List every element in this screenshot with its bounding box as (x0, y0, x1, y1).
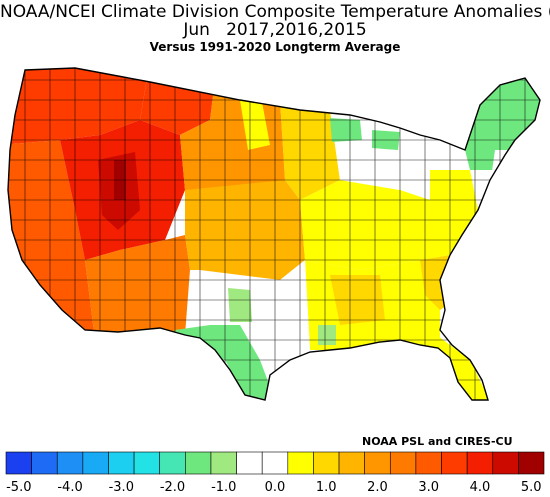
scale-box (56, 451, 84, 475)
region-ohio-valley (300, 180, 430, 270)
scale-box (133, 451, 161, 475)
scale-tick-label: 5.0 (521, 480, 542, 495)
region-louisiana-green (318, 325, 336, 345)
scale-tick-label: -3.0 (109, 480, 134, 495)
scale-box (261, 451, 289, 475)
map-period: Jun 2017,2016,2015 (183, 20, 367, 40)
credit-label: NOAA PSL and CIRES-CU (362, 435, 513, 448)
scale-box (82, 451, 109, 475)
scale-box (313, 451, 340, 475)
region-mid-atlantic-yellow (420, 170, 478, 260)
scale-tick-label: 1.0 (316, 480, 337, 495)
scale-box (210, 451, 237, 475)
scale-tick-label: 2.0 (367, 480, 388, 495)
region-michigan-green (330, 118, 362, 142)
scale-box (185, 451, 212, 475)
scale-box (338, 451, 365, 475)
region-central-plains (185, 180, 305, 280)
region-midwest-yellow (240, 100, 270, 150)
scale-box (364, 451, 391, 475)
scale-box (441, 451, 468, 475)
scale-tick-label: -4.0 (57, 480, 82, 495)
scale-tick-label: 0.0 (265, 480, 286, 495)
scale-box (159, 451, 186, 475)
scale-tick-label: -1.0 (211, 480, 236, 495)
scale-tick-label: -5.0 (6, 480, 31, 495)
scale-box (287, 451, 314, 475)
scale-box (415, 451, 442, 475)
scale-box (236, 451, 263, 475)
scale-box (466, 451, 494, 475)
scale-tick-label: 4.0 (470, 480, 491, 495)
scale-box (31, 451, 58, 475)
scale-box (108, 451, 135, 475)
map-title: NOAA/NCEI Climate Division Composite Tem… (0, 2, 550, 22)
map-baseline: Versus 1991-2020 Longterm Average (149, 40, 401, 54)
scale-box (518, 451, 545, 475)
scale-tick-label: -2.0 (160, 480, 185, 495)
region-florida (430, 330, 492, 400)
scale-box (5, 451, 32, 475)
scale-box (492, 451, 519, 475)
scale-box (389, 451, 417, 475)
color-scale: -5.0 -4.0 -3.0 -2.0 -1.0 0.0 1.0 2.0 3.0 4.0 5.0 (5, 451, 545, 495)
scale-tick-label: 3.0 (418, 480, 439, 495)
region-desert-southwest (85, 235, 190, 340)
region-texas-green-west (228, 288, 252, 322)
us-anomaly-map (7, 67, 541, 401)
